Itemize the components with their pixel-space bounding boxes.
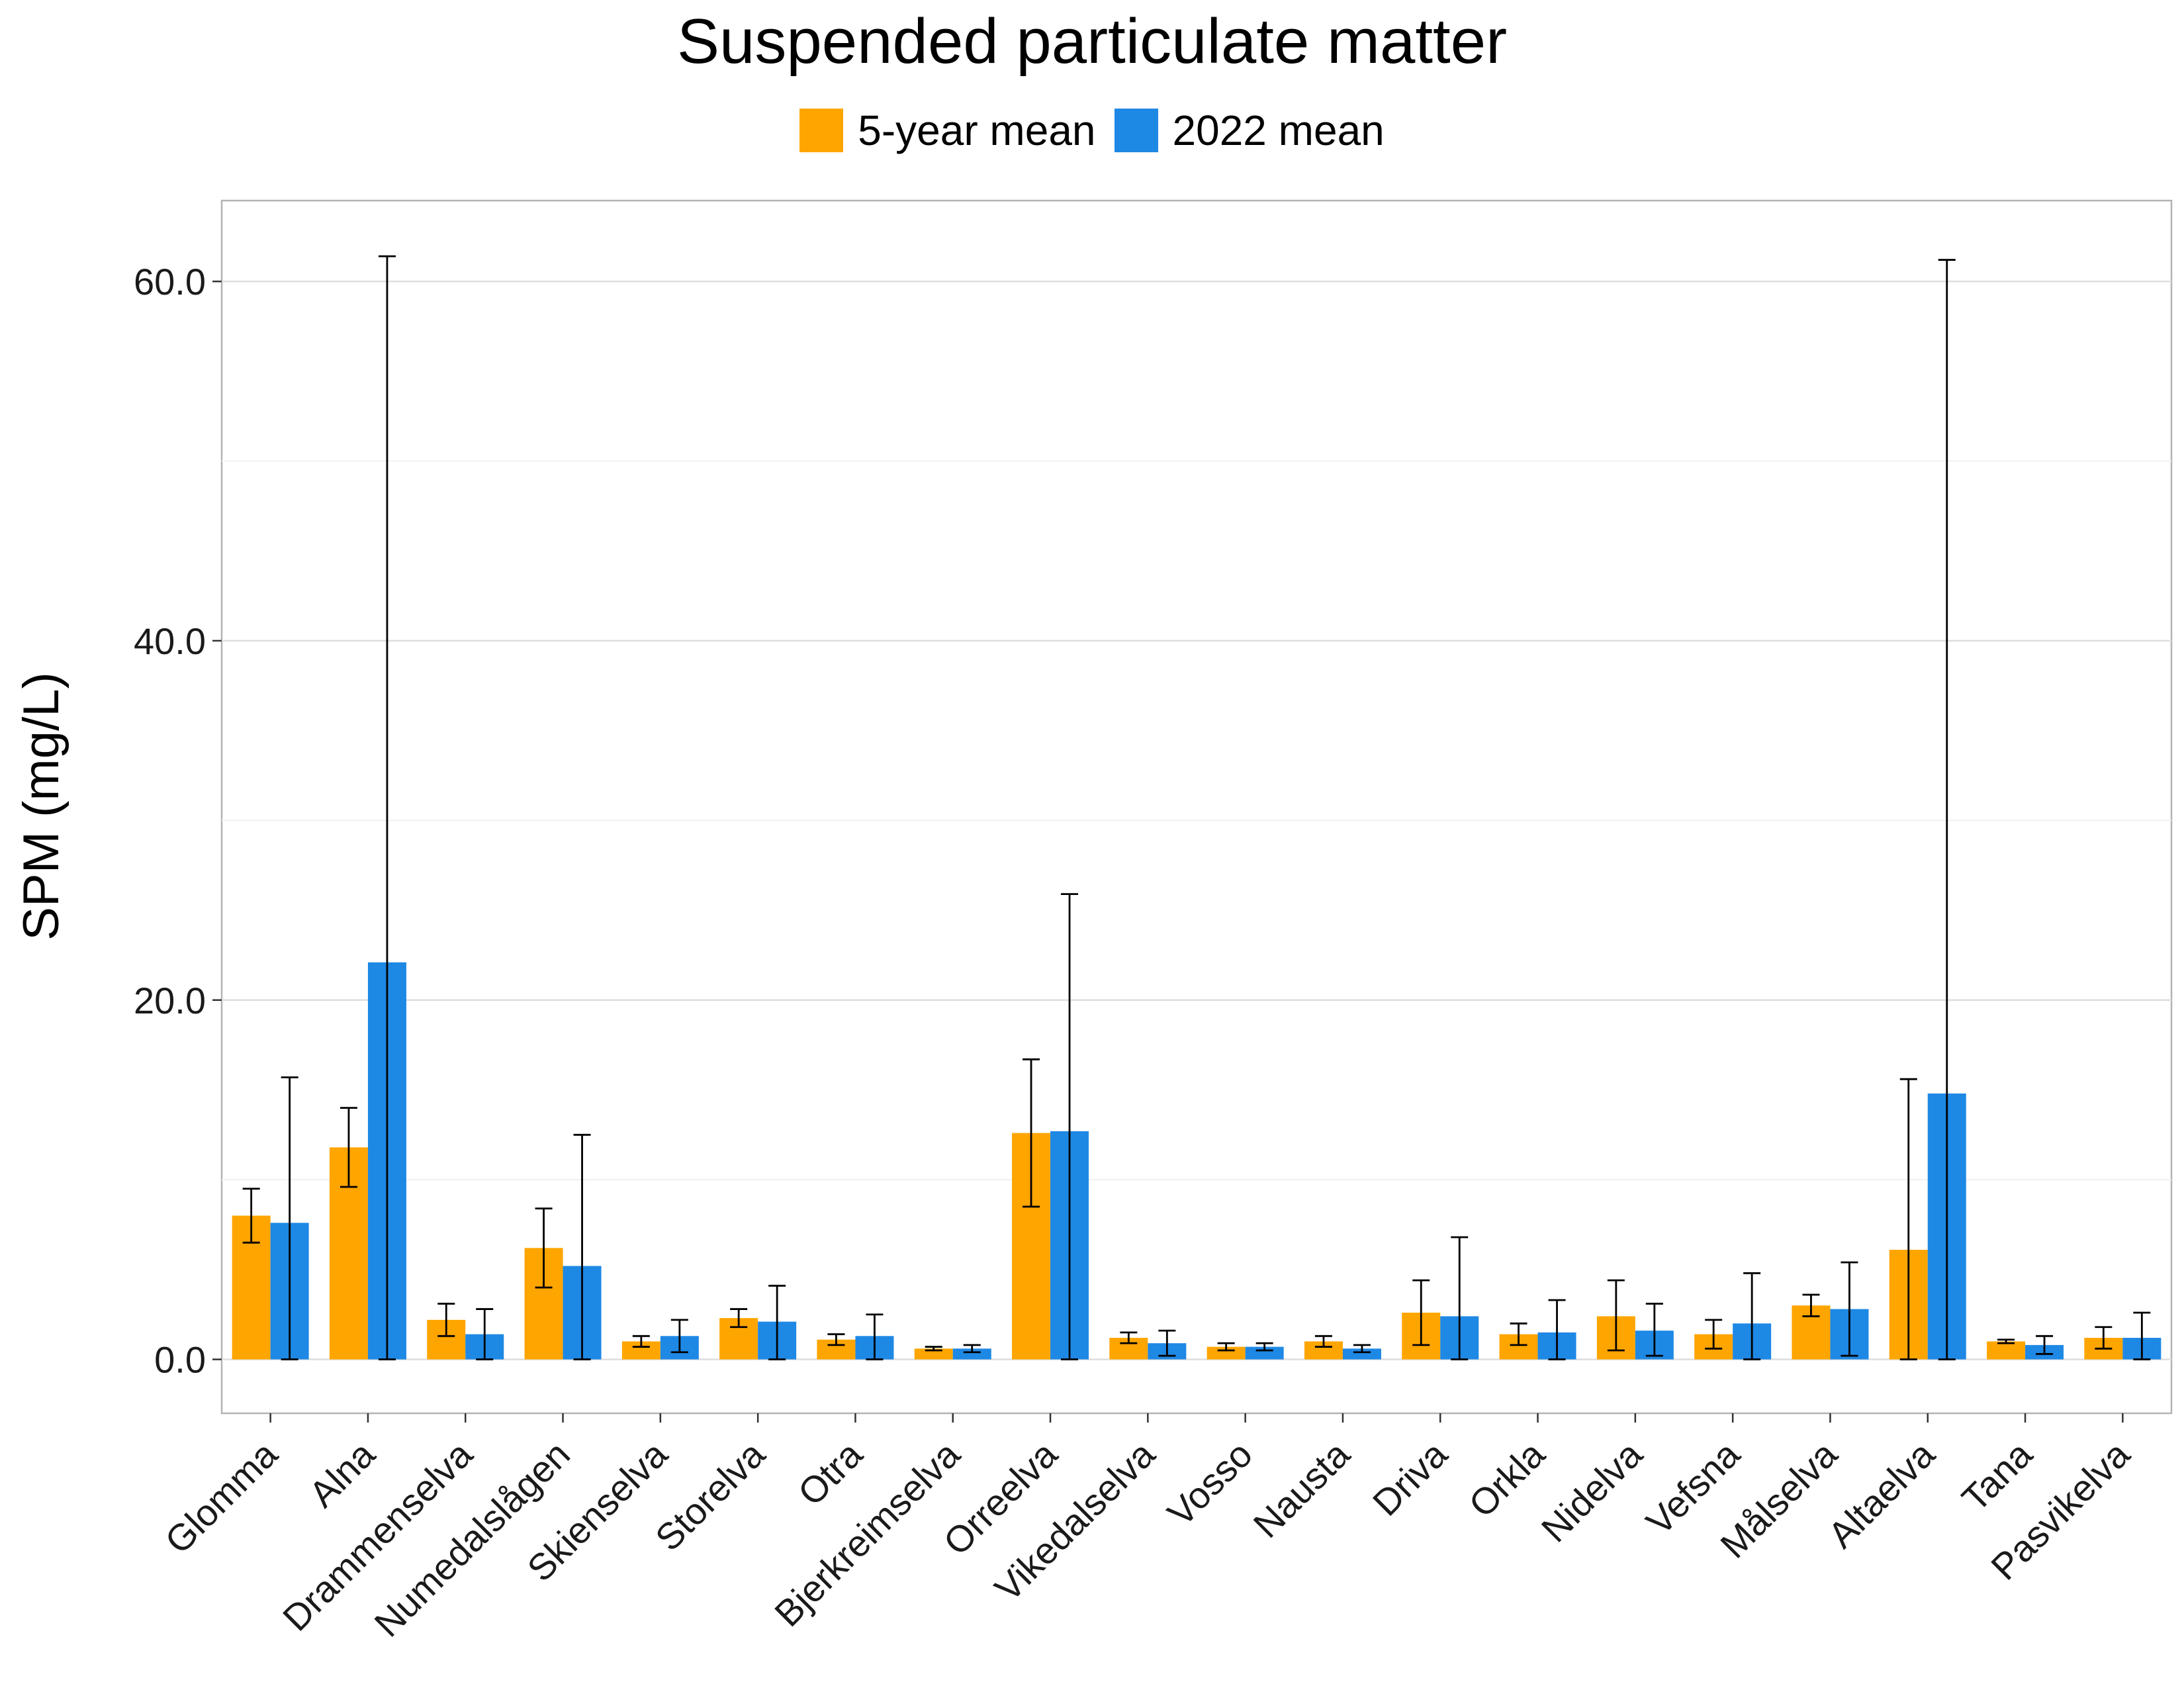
- x-tick-label: Otra: [790, 1432, 870, 1513]
- y-tick-label: 40.0: [134, 620, 206, 662]
- x-tick-label: Orkla: [1461, 1432, 1553, 1525]
- x-tick-label: Driva: [1365, 1432, 1456, 1524]
- bars-layer: [232, 962, 2161, 1360]
- bar-5-year: [1206, 1346, 1246, 1360]
- bar-2022: [952, 1348, 991, 1360]
- x-tick-label: Nidelva: [1533, 1432, 1651, 1550]
- bar-5-year: [914, 1348, 953, 1360]
- x-axis: Glomma AlnaDrammenselvaNumedalslågenSkien…: [157, 1413, 2138, 1645]
- x-tick-label: Nausta: [1245, 1432, 1358, 1546]
- chart-title: Suspended particulate matter: [676, 6, 1508, 77]
- x-tick-label: Glomma: [157, 1432, 286, 1562]
- bar-2022: [1342, 1348, 1381, 1360]
- y-axis: 0.0 20.0 40.0 60.0: [134, 261, 222, 1381]
- bar-5-year: [1987, 1341, 2026, 1360]
- legend-swatch-5-year: [799, 109, 844, 152]
- bar-2022: [1245, 1346, 1284, 1360]
- error-bars-layer: [242, 255, 2151, 1360]
- legend: 5-year mean 2022 mean: [0, 106, 2184, 155]
- plot-panel-border: [220, 199, 2173, 1415]
- x-tick-label: Storelva: [647, 1432, 773, 1558]
- x-tick-label: Vosso: [1160, 1433, 1260, 1534]
- y-axis-title: SPM (mg/L): [13, 672, 69, 940]
- y-tick-label: 0.0: [154, 1339, 206, 1381]
- x-tick-label: Tana: [1954, 1432, 2040, 1519]
- y-tick-label: 20.0: [134, 980, 206, 1021]
- legend-swatch-2022: [1114, 109, 1158, 152]
- legend-label-2022: 2022 mean: [1172, 107, 1385, 154]
- y-tick-label: 60.0: [134, 261, 206, 303]
- legend-label-5-year: 5-year mean: [858, 107, 1096, 154]
- legend-item-5-year: 5-year mean: [799, 106, 1096, 155]
- legend-item-2022: 2022 mean: [1114, 106, 1385, 155]
- x-tick-label: Alna: [301, 1432, 383, 1515]
- x-tick-label: Altaelva: [1820, 1432, 1943, 1556]
- grid-layer: [222, 280, 2171, 1360]
